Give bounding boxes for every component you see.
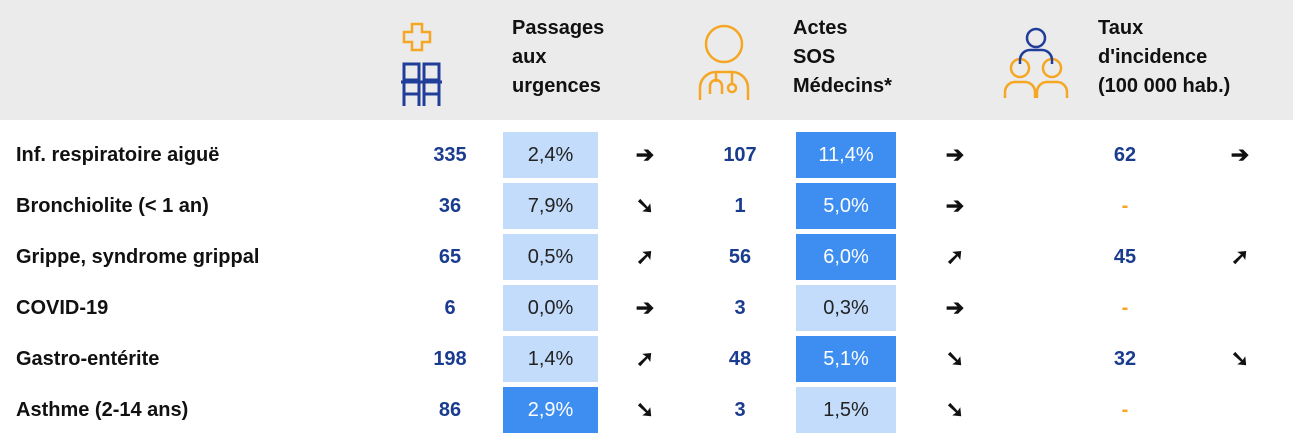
header-band	[0, 0, 1293, 120]
percent-cell: 1,4%	[503, 336, 598, 382]
header-label: (100 000 hab.)	[1098, 75, 1231, 97]
count: 3	[734, 297, 746, 319]
header-label: aux	[512, 46, 547, 68]
trend: ➔	[945, 295, 965, 320]
row-label: Bronchiolite (< 1 an)	[16, 195, 209, 217]
trend: ➘	[945, 346, 965, 371]
row-label: Gastro-entérite	[16, 348, 160, 370]
count: 48	[728, 348, 752, 370]
emergency-icon	[401, 22, 442, 106]
trend: ➚	[635, 346, 655, 371]
count: 65	[438, 246, 462, 268]
row-label: Asthme (2-14 ans)	[16, 399, 189, 421]
count: 6	[444, 297, 456, 319]
header-label: Passages	[512, 17, 605, 39]
rate: -	[1121, 297, 1129, 319]
trend: ➚	[945, 244, 965, 269]
percent-cell: 2,9%	[503, 387, 598, 433]
population-icon	[1003, 27, 1069, 98]
rate: 62	[1113, 144, 1137, 166]
count: 198	[433, 348, 467, 370]
header-label: d'incidence	[1098, 46, 1208, 68]
trend: ➚	[635, 244, 655, 269]
percent-cell: 2,4%	[503, 132, 598, 178]
count: 56	[728, 246, 752, 268]
count: 1	[734, 195, 746, 217]
header-label: SOS	[793, 46, 836, 68]
header-label: Taux	[1098, 17, 1144, 39]
count: 3	[734, 399, 746, 421]
row-label: COVID-19	[16, 297, 109, 319]
header-label: Actes	[793, 17, 848, 39]
percent-cell: 5,1%	[796, 336, 896, 382]
rate: 32	[1113, 348, 1137, 370]
trend: ➔	[945, 142, 965, 167]
rate: -	[1121, 399, 1129, 421]
rate: 45	[1113, 246, 1137, 268]
percent-cell: 0,3%	[796, 285, 896, 331]
row-label: Grippe, syndrome grippal	[16, 246, 260, 268]
percent-cell: 7,9%	[503, 183, 598, 229]
count: 36	[438, 195, 462, 217]
count: 86	[438, 399, 462, 421]
header-label: urgences	[512, 75, 601, 97]
trend: ➚	[1230, 244, 1250, 269]
count: 335	[433, 144, 467, 166]
trend: ➘	[1230, 346, 1250, 371]
trend: ➔	[1230, 142, 1250, 167]
percent-cell: 11,4%	[796, 132, 896, 178]
rate: -	[1121, 195, 1129, 217]
percent-cell: 1,5%	[796, 387, 896, 433]
count: 107	[723, 144, 757, 166]
trend: ➔	[635, 142, 655, 167]
trend: ➘	[945, 397, 965, 422]
percent-cell: 0,0%	[503, 285, 598, 331]
header-label: Médecins*	[793, 75, 892, 97]
trend: ➔	[635, 295, 655, 320]
percent-cell: 6,0%	[796, 234, 896, 280]
trend: ➘	[635, 193, 655, 218]
trend: ➔	[945, 193, 965, 218]
trend: ➘	[635, 397, 655, 422]
row-label: Inf. respiratoire aiguë	[16, 144, 220, 166]
doctor-icon	[698, 24, 750, 100]
percent-cell: 5,0%	[796, 183, 896, 229]
percent-cell: 0,5%	[503, 234, 598, 280]
